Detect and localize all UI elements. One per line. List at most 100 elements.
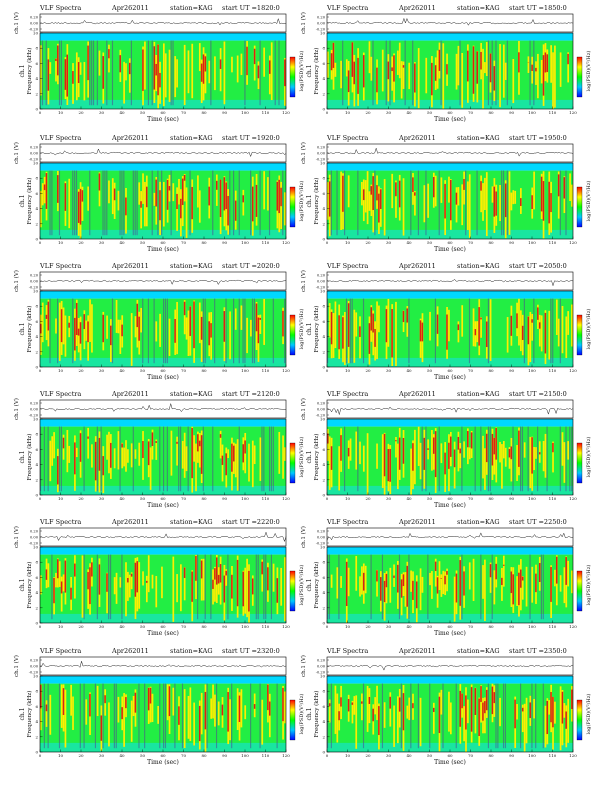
spectral-streak	[282, 687, 284, 722]
spectral-streak	[259, 683, 261, 749]
colorbar	[576, 570, 583, 612]
spectrogram	[40, 547, 286, 623]
time-tick-label: 110	[549, 753, 557, 758]
spectral-streak	[117, 319, 120, 334]
spectral-streak	[180, 198, 182, 219]
spectral-streak	[144, 683, 146, 749]
time-tick-label: 90	[222, 240, 228, 245]
time-tick-label: 30	[99, 753, 105, 758]
spectral-streak	[197, 434, 199, 452]
spectral-streak	[389, 40, 391, 106]
spectral-streak	[395, 182, 397, 197]
spectral-streak	[106, 434, 108, 460]
spectral-streak	[225, 569, 228, 586]
spectral-streak	[347, 447, 350, 457]
waveform-tick-label: 0.20	[317, 530, 326, 534]
spectral-streak	[89, 170, 91, 236]
spectral-streak	[347, 699, 350, 712]
spectral-streak	[174, 683, 176, 749]
spectral-streak	[408, 554, 410, 620]
spectral-streak	[457, 45, 460, 86]
waveform-tick-label: -0.20	[316, 542, 326, 546]
spectral-streak	[533, 446, 535, 471]
waveform-trace	[326, 406, 574, 416]
spectral-streak	[415, 581, 418, 609]
freq-tick-label: 6	[35, 319, 38, 324]
spectral-streak	[402, 61, 405, 89]
spectral-streak	[480, 317, 482, 338]
time-tick-label: 70	[468, 753, 474, 758]
spectral-streak	[421, 426, 423, 492]
spectral-streak	[330, 170, 332, 236]
freq-tick-label: 0	[35, 750, 38, 755]
spectral-streak	[372, 176, 374, 211]
spectral-streak	[253, 704, 256, 709]
freq-tick-label: 4	[322, 206, 325, 211]
spectral-streak	[459, 40, 461, 106]
waveform-axis-label: ch.1 (V)	[13, 398, 20, 420]
spectral-streak	[525, 697, 528, 744]
spectral-streak	[385, 40, 387, 106]
spectral-streak	[537, 53, 539, 99]
spectral-streak	[476, 51, 478, 84]
time-tick-label: 100	[528, 240, 536, 245]
colorbar	[289, 570, 296, 612]
spectral-streak	[470, 687, 473, 732]
freq-tick-label: 2	[322, 349, 325, 354]
spectral-streak	[85, 320, 88, 341]
spectral-streak	[461, 554, 463, 620]
spectral-streak	[85, 699, 88, 725]
spectral-streak	[123, 447, 125, 467]
panel-station: station=KAG	[170, 262, 213, 270]
spectral-streak	[70, 684, 72, 716]
spectral-streak	[397, 50, 399, 75]
spectral-streak	[147, 555, 150, 593]
spectral-streak	[68, 322, 70, 328]
low-band	[40, 229, 286, 239]
spectral-streak	[149, 447, 152, 490]
spectral-streak	[381, 554, 384, 620]
freq-tick-label: 8	[35, 46, 38, 51]
time-tick-label: 10	[345, 496, 351, 501]
waveform-trace	[40, 17, 287, 26]
top-band	[327, 676, 573, 684]
time-axis-label: Time (sec)	[434, 630, 466, 637]
freq-tick-label: 0	[35, 493, 38, 498]
spectral-streak	[125, 440, 127, 472]
spectral-streak	[43, 184, 46, 191]
spectral-streak	[98, 564, 101, 595]
spectral-streak	[529, 554, 531, 620]
spectral-streak	[368, 191, 371, 211]
spectral-streak	[187, 695, 190, 739]
spectral-streak	[47, 59, 50, 91]
spectral-streak	[383, 702, 386, 728]
spectral-streak	[263, 298, 265, 345]
panel-date: Apr262011	[111, 390, 149, 398]
time-axis-label: Time (sec)	[147, 246, 179, 253]
time-tick-label: 0	[326, 368, 329, 373]
spectral-streak	[189, 306, 191, 336]
spectral-streak	[268, 60, 271, 74]
time-tick-label: 0	[39, 240, 42, 245]
spectral-streak	[66, 54, 68, 97]
spectral-streak	[512, 426, 514, 492]
spectral-streak	[520, 198, 522, 206]
panel-start-time: start UT =1820:0	[222, 4, 280, 12]
spectral-streak	[567, 698, 570, 743]
time-tick-label: 100	[241, 240, 249, 245]
time-tick-label: 10	[345, 753, 351, 758]
time-tick-label: 80	[488, 368, 494, 373]
spectral-streak	[567, 311, 570, 335]
spectral-streak	[484, 448, 486, 490]
spectral-streak	[261, 559, 264, 592]
spectral-streak	[128, 62, 131, 75]
colorbar	[576, 56, 583, 98]
spectral-streak	[361, 181, 363, 206]
spectral-streak	[334, 685, 337, 734]
spectral-streak	[121, 443, 123, 448]
spectral-streak	[527, 56, 530, 73]
spectral-streak	[178, 426, 180, 492]
spectral-streak	[521, 707, 524, 712]
waveform-frame	[39, 527, 287, 547]
spectral-streak	[170, 40, 172, 106]
